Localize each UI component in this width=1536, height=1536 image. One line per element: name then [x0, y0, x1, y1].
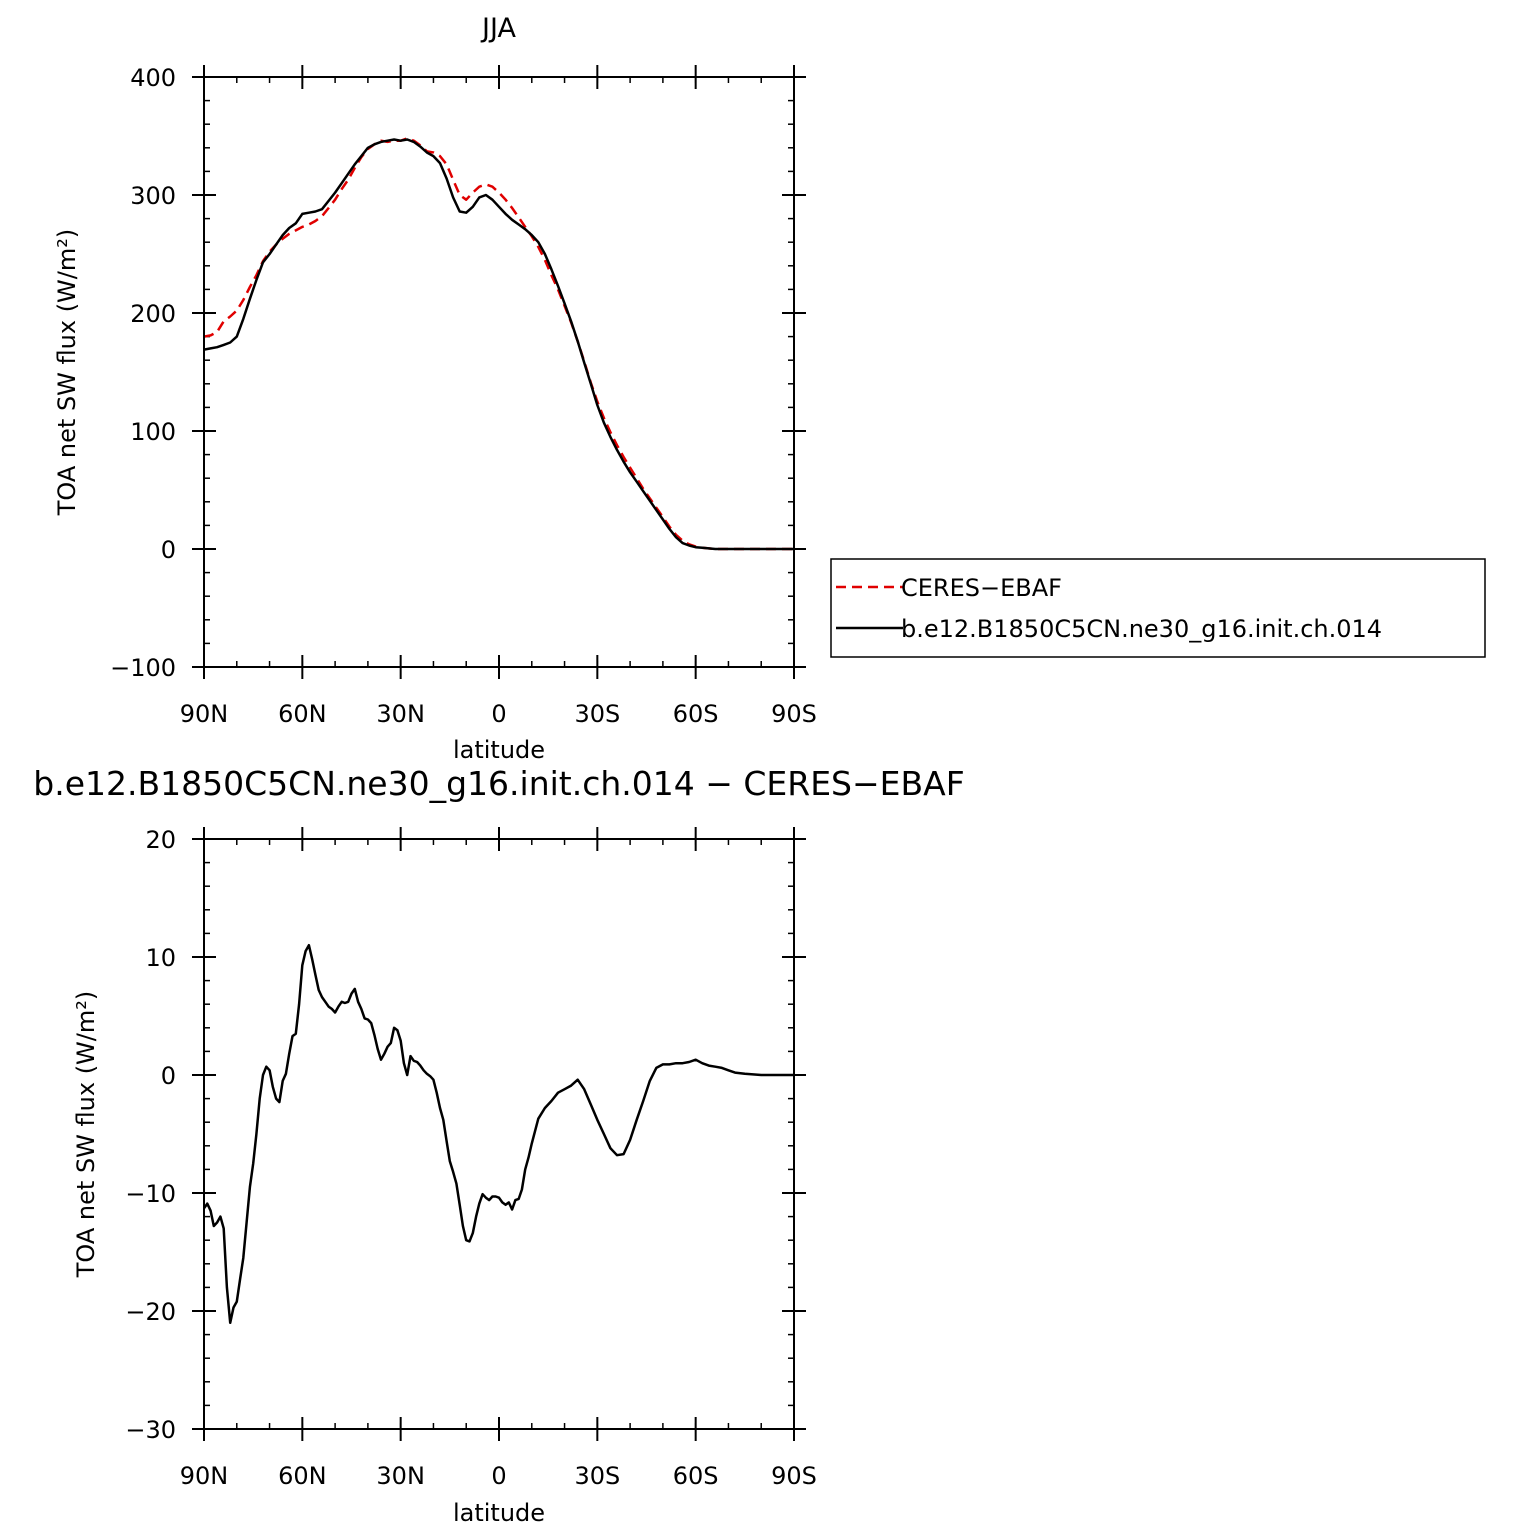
bottom-x-axis-label: latitude — [453, 1499, 545, 1527]
top-x-tick-label: 0 — [491, 700, 506, 728]
legend-label-ceres: CERES−EBAF — [901, 574, 1062, 602]
top-y-tick-label: 400 — [130, 64, 176, 92]
top-y-tick-labels: −100 0 100 200 300 400 — [110, 64, 176, 682]
top-y-tick-label: 300 — [130, 182, 176, 210]
bottom-y-tick-label: −30 — [125, 1416, 176, 1444]
legend-label-model: b.e12.B1850C5CN.ne30_g16.init.ch.014 — [901, 615, 1382, 643]
top-series-line-model — [203, 138, 794, 551]
top-x-tick-label: 60S — [673, 700, 719, 728]
top-y-tick-label: 200 — [130, 300, 176, 328]
top-x-axis-label: latitude — [453, 736, 545, 764]
top-y-tick-label: 0 — [161, 536, 176, 564]
bottom-y-tick-label: −20 — [125, 1298, 176, 1326]
bottom-panel: b.e12.B1850C5CN.ne30_g16.init.ch.014 − C… — [33, 764, 964, 1527]
top-x-tick-label: 60N — [278, 700, 327, 728]
bottom-x-tick-label: 90N — [180, 1462, 229, 1490]
top-chart-title: JJA — [480, 13, 516, 44]
bottom-x-tick-label: 90S — [771, 1462, 817, 1490]
legend-box — [830, 558, 1486, 658]
bottom-axis-ticks — [192, 827, 806, 1441]
top-series-line-ceres — [203, 137, 794, 551]
top-y-axis-label: TOA net SW flux (W/m²) — [53, 229, 81, 517]
top-x-tick-label: 30N — [376, 700, 425, 728]
bottom-plot-frame — [203, 838, 795, 1430]
top-y-tick-label: 100 — [130, 418, 176, 446]
bottom-y-tick-label: 0 — [161, 1062, 176, 1090]
top-plot-frame — [203, 76, 795, 668]
bottom-y-axis-label: TOA net SW flux (W/m²) — [72, 991, 100, 1279]
bottom-y-tick-label: −10 — [125, 1180, 176, 1208]
bottom-x-tick-label: 30N — [376, 1462, 425, 1490]
bottom-y-tick-label: 10 — [145, 944, 176, 972]
bottom-x-tick-labels: 90N 60N 30N 0 30S 60S 90S — [180, 1462, 817, 1490]
top-series — [203, 137, 794, 551]
bottom-x-tick-label: 60S — [673, 1462, 719, 1490]
bottom-x-tick-label: 60N — [278, 1462, 327, 1490]
bottom-y-tick-labels: −30 −20 −10 0 10 20 — [125, 826, 176, 1444]
bottom-series — [202, 943, 794, 1325]
top-axis-ticks — [192, 65, 806, 679]
top-x-tick-label: 30S — [574, 700, 620, 728]
legend: CERES−EBAF b.e12.B1850C5CN.ne30_g16.init… — [830, 558, 1486, 658]
bottom-x-tick-label: 30S — [574, 1462, 620, 1490]
top-y-tick-label: −100 — [110, 654, 176, 682]
top-x-tick-labels: 90N 60N 30N 0 30S 60S 90S — [180, 700, 817, 728]
bottom-series-line-model — [202, 943, 794, 1325]
top-x-tick-label: 90N — [180, 700, 229, 728]
top-x-tick-label: 90S — [771, 700, 817, 728]
bottom-chart-title: b.e12.B1850C5CN.ne30_g16.init.ch.014 − C… — [33, 764, 964, 803]
bottom-y-tick-label: 20 — [145, 826, 176, 854]
bottom-x-tick-label: 0 — [491, 1462, 506, 1490]
